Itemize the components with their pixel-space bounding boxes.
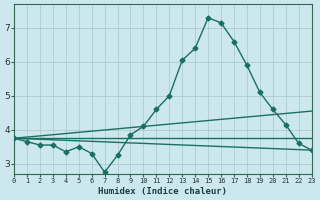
X-axis label: Humidex (Indice chaleur): Humidex (Indice chaleur): [98, 187, 227, 196]
